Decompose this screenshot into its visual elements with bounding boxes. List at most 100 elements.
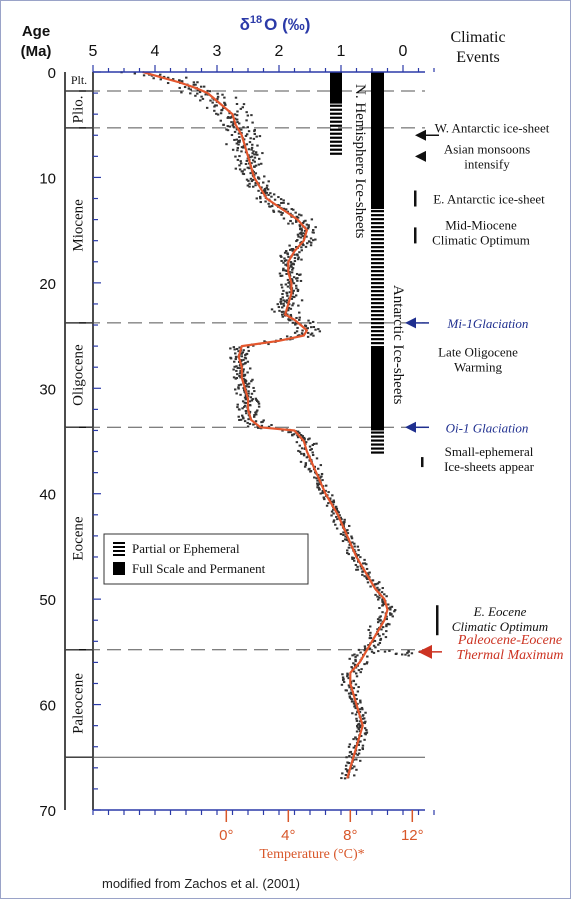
data-point	[243, 373, 247, 376]
data-point	[332, 499, 335, 502]
event-label-line: Warming	[454, 360, 503, 375]
data-point	[292, 282, 296, 285]
data-point	[302, 244, 305, 247]
data-point	[308, 437, 311, 440]
data-point	[352, 746, 356, 749]
data-point	[280, 283, 283, 286]
data-point	[242, 358, 245, 361]
data-point	[378, 607, 381, 610]
data-point	[305, 235, 308, 238]
data-point	[342, 680, 346, 683]
data-point	[238, 164, 241, 167]
antarctic-bar-partial	[371, 326, 384, 329]
data-point	[383, 650, 387, 653]
data-point	[236, 406, 239, 409]
data-point	[292, 433, 296, 436]
data-point	[350, 692, 353, 695]
data-point	[235, 114, 239, 117]
data-point	[311, 454, 315, 457]
data-point	[242, 363, 245, 366]
data-point	[231, 148, 235, 151]
data-point	[253, 165, 256, 168]
data-point	[350, 756, 354, 759]
event-label: Small-ephemeral Ice-sheets appear	[444, 444, 535, 474]
data-point	[247, 382, 251, 385]
n-hemisphere-bar-partial	[330, 120, 342, 123]
antarctic-bar-partial	[371, 282, 384, 285]
data-point	[291, 279, 294, 282]
data-point	[311, 231, 314, 234]
antarctic-bar-partial	[371, 222, 384, 225]
ma-axis-title: (Ma)	[21, 43, 52, 60]
antarctic-bar-partial	[371, 250, 384, 253]
data-point	[241, 400, 245, 403]
data-point	[272, 210, 276, 213]
data-point	[348, 524, 351, 527]
data-point	[237, 384, 241, 387]
data-point	[340, 683, 344, 686]
data-point	[306, 242, 309, 245]
data-point	[246, 126, 249, 129]
data-point	[280, 255, 283, 258]
data-point	[240, 360, 243, 363]
data-point	[304, 245, 308, 248]
data-point	[235, 347, 239, 350]
data-point	[316, 467, 320, 470]
data-point	[265, 184, 269, 187]
data-point	[270, 424, 273, 427]
data-point	[229, 347, 232, 350]
data-point	[255, 135, 258, 138]
data-point	[379, 615, 382, 618]
data-point	[356, 565, 359, 568]
data-point	[291, 280, 294, 283]
data-point	[374, 593, 377, 596]
data-point	[183, 86, 187, 89]
data-point	[385, 630, 388, 633]
data-point	[178, 86, 181, 89]
data-point	[350, 698, 354, 701]
data-point	[360, 567, 363, 570]
data-point	[232, 376, 236, 379]
data-point	[291, 304, 294, 307]
data-point	[286, 253, 289, 256]
d18o-tick-label: 0	[399, 43, 408, 60]
data-point	[291, 222, 294, 225]
data-point	[298, 224, 301, 227]
data-point	[237, 415, 240, 418]
data-point	[365, 576, 368, 579]
data-point	[354, 744, 357, 747]
data-point	[341, 540, 345, 543]
data-point	[286, 285, 290, 288]
data-point	[344, 764, 348, 767]
data-point	[303, 229, 307, 232]
data-point	[300, 233, 303, 236]
data-point	[407, 650, 410, 653]
data-point	[248, 400, 252, 403]
data-point	[336, 510, 339, 513]
data-point	[279, 338, 283, 341]
data-point	[235, 128, 239, 131]
data-point	[343, 520, 346, 523]
data-point	[363, 558, 366, 561]
data-point	[316, 482, 319, 485]
data-point	[385, 625, 388, 628]
data-point	[300, 229, 304, 232]
data-point	[282, 304, 286, 307]
data-point	[253, 130, 256, 133]
data-point	[321, 490, 324, 493]
data-point	[378, 596, 381, 599]
data-point	[263, 192, 267, 195]
data-point	[281, 293, 284, 296]
data-point	[356, 690, 360, 693]
temperature-tick-label: 4°	[281, 827, 295, 844]
data-point	[287, 431, 290, 434]
data-point	[236, 158, 240, 161]
data-point	[400, 653, 404, 656]
data-point	[355, 730, 359, 733]
data-point	[380, 591, 384, 594]
data-point	[249, 156, 252, 159]
data-point	[246, 383, 249, 386]
data-point	[251, 143, 254, 146]
data-point	[236, 146, 240, 149]
data-point	[237, 132, 241, 135]
